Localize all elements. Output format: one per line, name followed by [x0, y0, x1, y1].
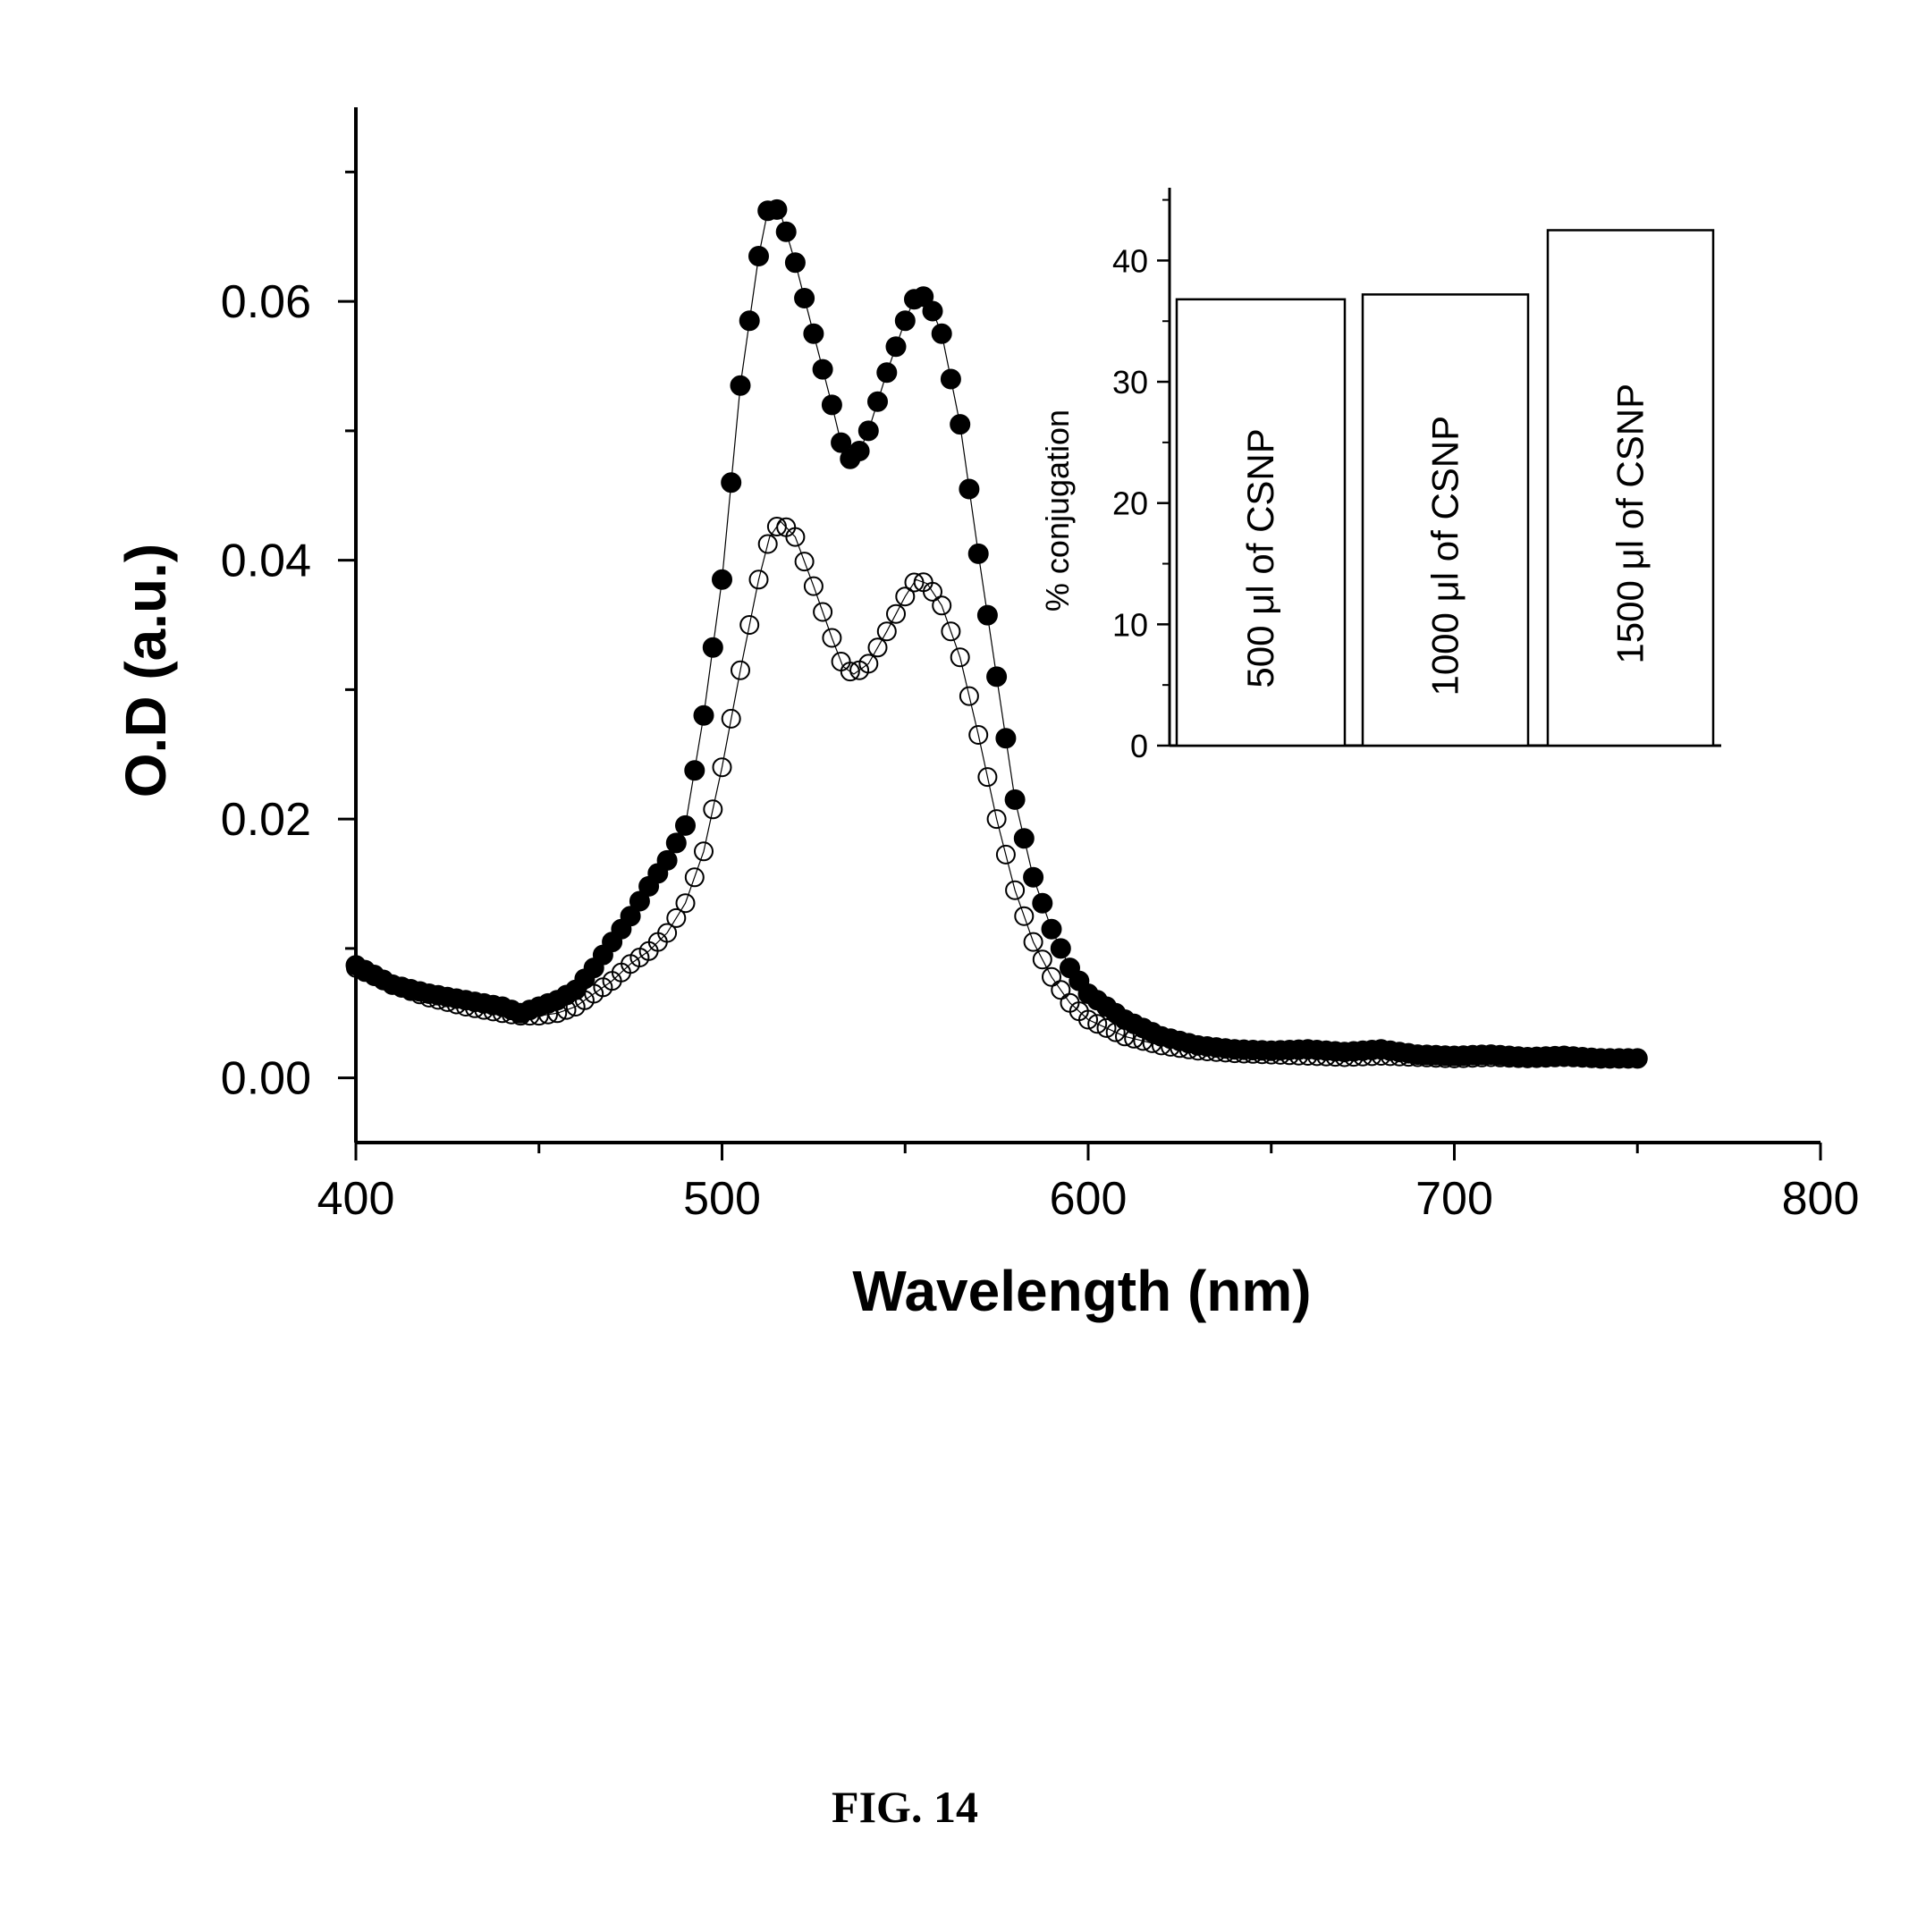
x-tick-label: 800	[1782, 1173, 1860, 1225]
data-point-filled	[923, 301, 942, 321]
data-point-filled	[959, 479, 979, 499]
data-point-filled	[666, 833, 686, 853]
data-point-filled	[795, 289, 815, 308]
data-point-filled	[849, 442, 869, 461]
data-point-filled	[987, 667, 1007, 687]
x-tick-label: 500	[683, 1173, 761, 1225]
inset-y-tick-label: 20	[1112, 485, 1148, 522]
x-tick-label: 700	[1415, 1173, 1493, 1225]
data-point-filled	[776, 222, 796, 241]
y-tick-label: 0.06	[221, 276, 311, 328]
x-tick-label: 400	[317, 1173, 395, 1225]
data-point-filled	[785, 253, 805, 273]
data-point-filled	[868, 392, 888, 411]
inset-y-tick-label: 40	[1112, 242, 1148, 279]
data-point-filled	[804, 324, 824, 343]
data-point-filled	[731, 375, 750, 395]
inset-bar-label: 1500 μl of CSNP	[1609, 384, 1651, 664]
data-point-filled	[722, 473, 741, 493]
data-point-filled	[703, 637, 722, 657]
data-point-filled	[886, 337, 906, 357]
data-point-filled	[813, 359, 832, 379]
data-point-filled	[996, 729, 1016, 748]
data-point-filled	[1051, 939, 1070, 958]
data-point-filled	[739, 311, 759, 331]
inset-y-axis-title: % conjugation	[1039, 409, 1076, 612]
data-point-filled	[822, 395, 841, 415]
x-axis-title: Wavelength (nm)	[852, 1259, 1311, 1323]
inset-y-tick-label: 10	[1112, 606, 1148, 643]
data-point-filled	[941, 369, 960, 389]
y-axis-title: O.D (a.u.)	[114, 544, 178, 797]
data-point-filled	[1627, 1049, 1647, 1068]
y-tick-label: 0.04	[221, 536, 311, 587]
data-point-filled	[657, 850, 677, 870]
data-point-filled	[749, 247, 769, 266]
data-point-filled	[767, 199, 787, 219]
data-point-filled	[694, 705, 714, 725]
data-point-filled	[858, 421, 878, 441]
data-point-filled	[1014, 829, 1034, 848]
data-point-filled	[1005, 789, 1025, 809]
data-point-filled	[1042, 919, 1061, 939]
data-point-filled	[1024, 867, 1043, 887]
data-point-filled	[685, 761, 705, 780]
inset-bars: 500 μl of CSNP 1000 μl of CSNP 1500 μl of …	[1177, 230, 1713, 746]
data-point-filled	[932, 324, 951, 343]
data-point-filled	[877, 363, 897, 383]
data-point-filled	[1033, 893, 1052, 913]
x-tick-label: 600	[1050, 1173, 1128, 1225]
y-tick-label: 0.00	[221, 1053, 311, 1105]
data-point-filled	[968, 544, 988, 563]
data-point-filled	[950, 415, 970, 434]
inset-bar-chart: 0 10 20 30 40 500 μl of CSNP 1000 μl of CSNP 1…	[1039, 188, 1721, 764]
inset-y-tick-label: 0	[1130, 728, 1148, 764]
inset-bar-label: 1000 μl of CSNP	[1424, 416, 1466, 696]
inset-bar-label: 500 μl of CSNP	[1239, 428, 1281, 688]
data-point-filled	[895, 311, 915, 331]
y-tick-label: 0.02	[221, 794, 311, 846]
data-point-filled	[713, 569, 732, 589]
inset-y-tick-label: 30	[1112, 364, 1148, 401]
data-point-filled	[676, 815, 696, 835]
figure-caption: FIG. 14	[832, 1782, 978, 1832]
figure: 4005006007008000.000.020.040.06 Waveleng…	[0, 0, 1926, 1932]
data-point-filled	[977, 605, 997, 625]
